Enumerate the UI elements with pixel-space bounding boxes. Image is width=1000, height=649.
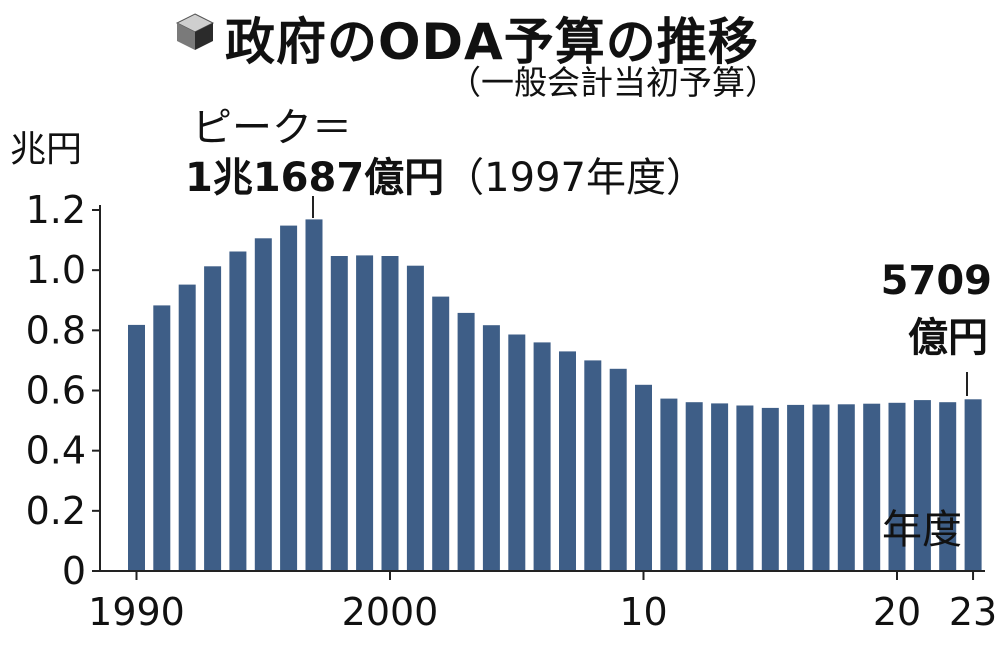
chart-subtitle: （一般会計当初予算） [448, 63, 778, 102]
bar-2015 [761, 407, 779, 571]
bar-2008 [584, 360, 602, 571]
bar-2020 [888, 402, 906, 571]
bar-2018 [837, 404, 855, 571]
x-tick-label: 2000 [342, 590, 439, 634]
bars-group [128, 219, 982, 572]
bar-2006 [533, 342, 551, 571]
peak-annotation-label: ピーク＝ [192, 105, 352, 151]
bar-2017 [812, 404, 830, 571]
y-tick-label: 1.0 [26, 248, 86, 292]
bar-2019 [863, 403, 881, 571]
y-tick-label: 0.8 [26, 308, 86, 352]
bar-1992 [178, 284, 196, 571]
y-tick-label: 0 [62, 549, 86, 593]
bar-2000 [381, 256, 399, 571]
x-axis-ticks: 1990 2000 10 20 23 [88, 571, 997, 634]
x-tick-label: 10 [619, 590, 667, 634]
peak-value: 1兆1687億円 [185, 155, 445, 201]
bar-2003 [457, 312, 475, 571]
x-tick-label: 23 [949, 590, 997, 634]
bar-1996 [280, 225, 298, 571]
bar-1997 [305, 219, 323, 571]
bar-2005 [508, 334, 526, 571]
y-tick-label: 0.2 [26, 489, 86, 533]
bar-2023 [964, 399, 982, 571]
bar-2014 [736, 405, 754, 571]
bar-1994 [229, 251, 247, 571]
x-axis-unit-label: 年度 [882, 507, 962, 553]
bar-2013 [711, 403, 729, 571]
bar-2001 [406, 265, 424, 571]
chart-title: 政府のODA予算の推移 [225, 13, 759, 71]
y-tick-label: 1.2 [26, 188, 86, 232]
bar-2016 [787, 404, 805, 571]
bar-1998 [330, 256, 348, 571]
bar-2011 [660, 398, 678, 571]
cube-icon [175, 13, 215, 50]
last-value: 5709 [880, 258, 992, 304]
bar-1991 [153, 305, 171, 571]
x-tick-label: 1990 [88, 590, 185, 634]
bar-1990 [128, 324, 145, 571]
y-tick-label: 0.4 [26, 429, 86, 473]
y-axis-unit-label: 兆円 [10, 129, 83, 170]
x-tick-label: 20 [873, 590, 921, 634]
bar-2004 [482, 325, 500, 571]
bar-2021 [913, 400, 931, 571]
bar-1999 [356, 255, 374, 571]
bar-2012 [685, 402, 703, 571]
bar-2010 [635, 384, 652, 571]
peak-annotation: 1兆1687億円（1997年度） [185, 145, 706, 203]
bar-1993 [204, 266, 222, 571]
bar-2002 [432, 296, 450, 571]
bar-2009 [609, 368, 627, 571]
peak-year: （1997年度） [444, 155, 706, 201]
last-value-unit: 億円 [908, 315, 988, 361]
y-tick-label: 0.6 [26, 369, 86, 413]
bar-2022 [939, 402, 957, 571]
bar-2007 [559, 351, 576, 571]
y-axis-ticks: 0 0.2 0.4 0.6 0.8 1.0 1.2 [26, 188, 100, 593]
bar-1995 [254, 238, 272, 572]
